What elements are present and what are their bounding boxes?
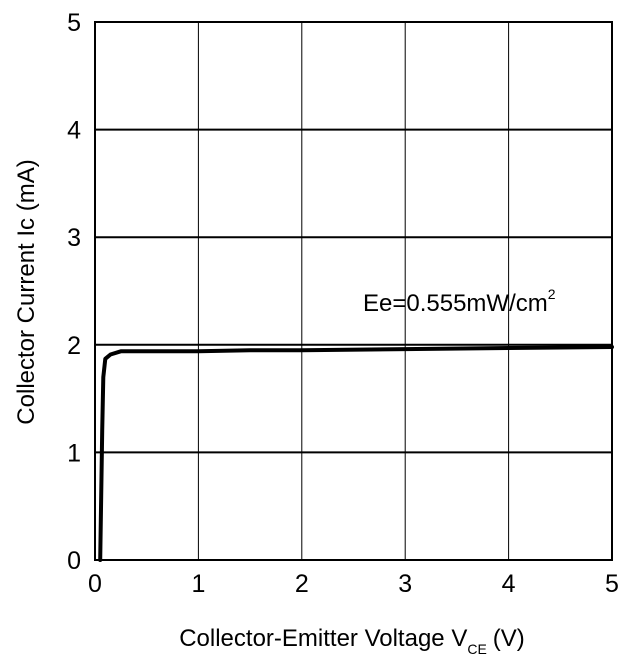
y-tick-label: 0 — [67, 547, 81, 575]
x-axis-unit: (V) — [493, 625, 525, 652]
y-tick-label: 3 — [67, 224, 81, 252]
x-axis-label: Collector-Emitter Voltage V — [179, 625, 467, 652]
y-tick-label: 5 — [67, 9, 81, 37]
x-axis-subscript: CE — [467, 641, 486, 657]
plot-frame — [94, 21, 613, 561]
annotation: Ee=0.555mW/cm2 — [363, 286, 556, 317]
grid — [95, 22, 612, 560]
x-tick-label: 3 — [398, 570, 412, 598]
annotation-superscript: 2 — [548, 286, 556, 302]
annotation-text: Ee=0.555mW/cm — [363, 290, 548, 317]
series-line — [98, 345, 614, 562]
x-tick-label: 0 — [88, 570, 102, 598]
y-axis-label: Collector Current Ic (mA) — [13, 159, 40, 424]
x-tick-label: 4 — [502, 570, 516, 598]
x-axis-title: Collector-Emitter Voltage VCE (V) — [179, 625, 525, 657]
x-tick-label: 2 — [295, 570, 309, 598]
x-tick-labels: 0 1 2 3 4 5 — [88, 570, 619, 598]
x-tick-label: 1 — [191, 570, 205, 598]
y-axis-title: Collector Current Ic (mA) — [13, 159, 40, 424]
y-tick-labels: 0 1 2 3 4 5 — [67, 9, 81, 575]
x-tick-label: 5 — [605, 570, 619, 598]
y-tick-label: 4 — [67, 117, 81, 145]
y-tick-label: 1 — [67, 439, 81, 467]
y-tick-label: 2 — [67, 332, 81, 360]
